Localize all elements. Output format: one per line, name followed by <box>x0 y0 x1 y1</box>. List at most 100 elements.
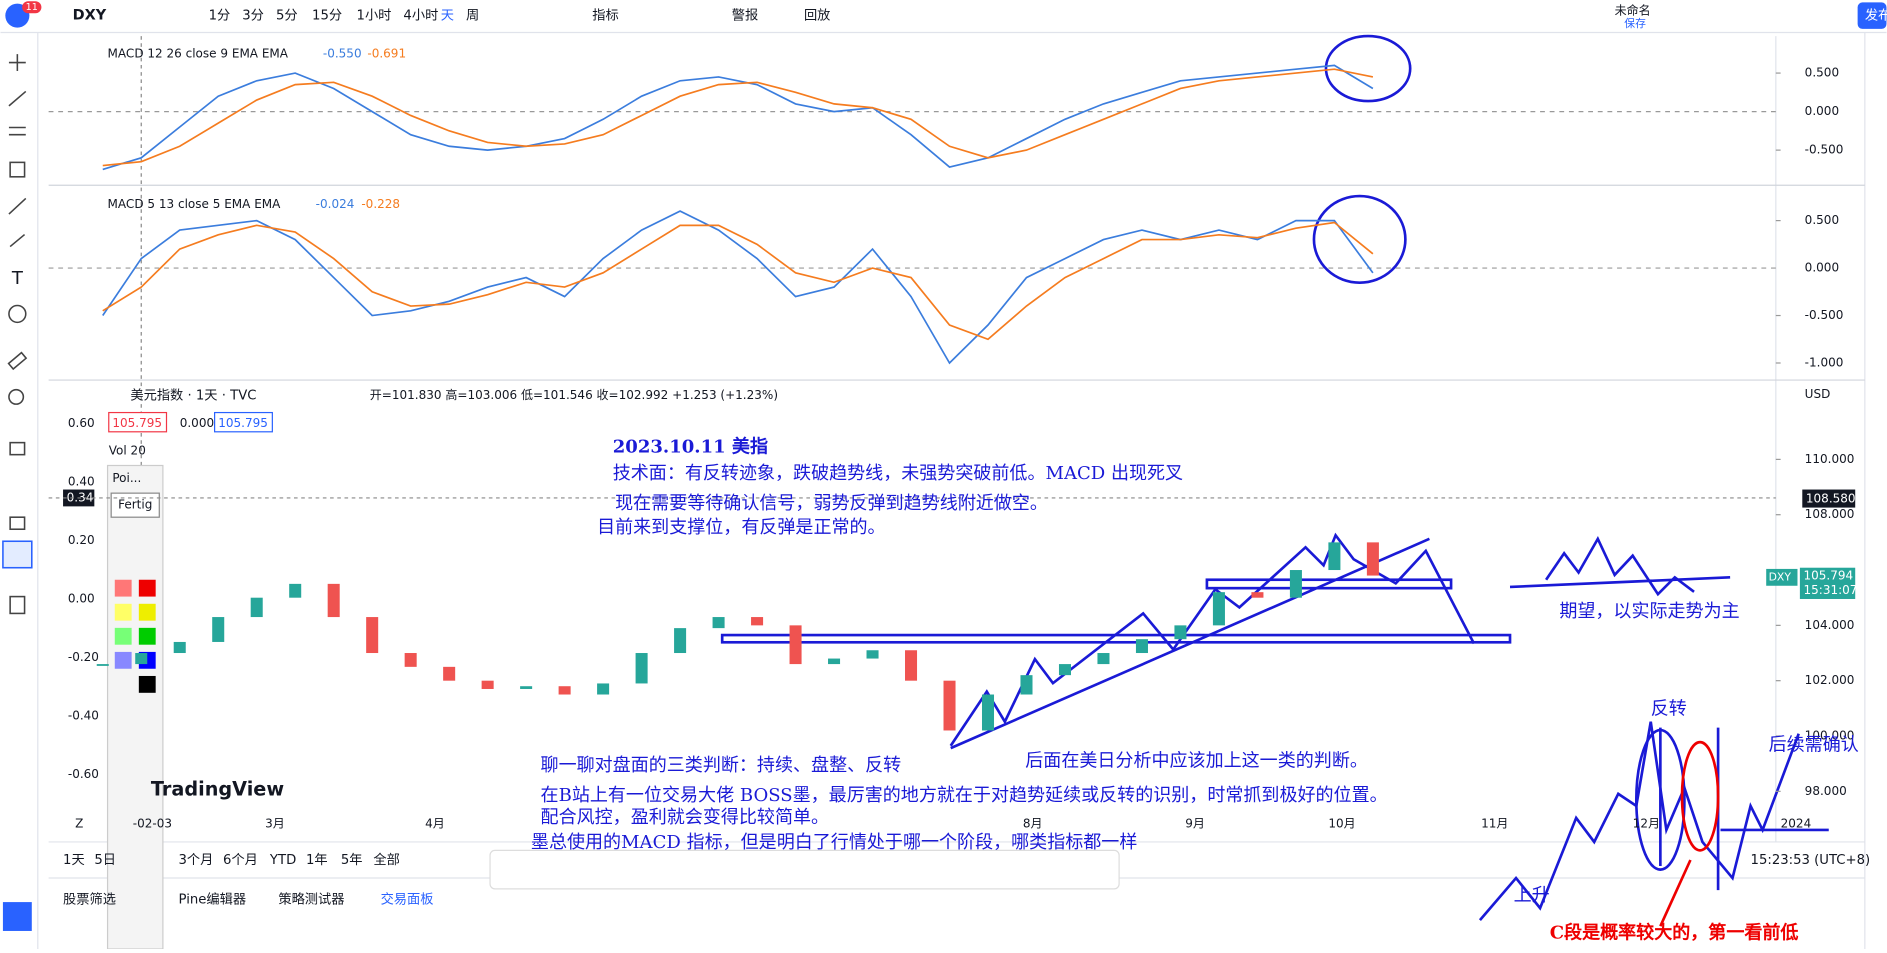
annotation-text: 后续需确认 <box>1769 735 1859 756</box>
range-button[interactable]: 1年 <box>306 852 328 868</box>
x-label: 2024 <box>1781 816 1812 830</box>
interval[interactable]: 1小时 <box>357 8 392 24</box>
last-price-box <box>1799 567 1856 599</box>
candle <box>943 680 956 731</box>
save[interactable]: 保存 <box>1624 16 1646 30</box>
candle <box>289 583 302 598</box>
panel-button[interactable]: Fertig <box>118 498 152 512</box>
ohlc: 开=101.830 高=103.006 低=101.546 收=102.992 … <box>370 387 778 402</box>
readout: -0.228 <box>361 197 400 211</box>
interval[interactable]: 周 <box>466 9 479 24</box>
candle <box>1058 664 1071 676</box>
candle <box>981 694 995 731</box>
alert[interactable]: 警报 <box>732 8 758 24</box>
candle <box>96 664 109 666</box>
range-button[interactable]: 6个月 <box>223 852 258 868</box>
symbol[interactable]: DXY <box>73 8 107 24</box>
candle <box>905 650 918 681</box>
y2-tick-label: 0.00 <box>68 592 95 606</box>
range-button[interactable]: 1天 <box>63 853 85 868</box>
symbol-tag-box <box>1766 568 1798 586</box>
interval[interactable]: 天 <box>441 9 454 24</box>
macd-line <box>102 210 1374 365</box>
bottom-tab[interactable]: Pine编辑器 <box>179 892 247 908</box>
candle <box>558 686 571 695</box>
badge <box>22 1 42 14</box>
layout-name[interactable]: 未命名 <box>1615 2 1651 17</box>
x-label: 12月 <box>1633 816 1660 830</box>
bottom-tab[interactable]: 策略测试器 <box>278 891 344 908</box>
candle <box>1212 592 1225 626</box>
indicator-title: MACD 5 13 close 5 EMA EMA <box>108 197 282 211</box>
y2-tick-label: 0.40 <box>68 474 95 488</box>
interval[interactable]: 15分 <box>312 8 342 24</box>
x-label: 8月 <box>1023 816 1043 830</box>
macd-line <box>102 64 1374 171</box>
svg-text:T: T <box>11 268 24 289</box>
y-tick-label: 102.000 <box>1805 673 1855 687</box>
publish[interactable]: 发布 <box>1865 8 1887 24</box>
palette[interactable] <box>114 579 156 693</box>
price-box-text: 105.795 <box>112 416 162 430</box>
candle <box>674 628 687 654</box>
logo: TradingView <box>151 778 284 801</box>
indicators[interactable]: 指标 <box>592 8 618 24</box>
price-box-text: 105.795 <box>218 416 268 430</box>
x-label: -02-03 <box>133 816 172 830</box>
annotation-text: 墨总使用的MACD 指标，但是明白了行情处于哪一个阶段，哪类指标都一样 <box>531 832 1137 853</box>
left-tools[interactable]: T <box>2 54 33 931</box>
price-box-text: 0.000 <box>180 416 214 430</box>
y2-tick-label: 0.60 <box>68 416 95 430</box>
y-tick-label: 110.000 <box>1805 452 1855 466</box>
range-button[interactable]: 5年 <box>341 852 363 868</box>
macd-line <box>102 221 1374 341</box>
range-button[interactable]: 3个月 <box>179 852 214 868</box>
x-label: 10月 <box>1328 816 1355 830</box>
annotation-text: 后面在美日分析中应该加上这一类的判断。 <box>1025 750 1368 771</box>
y2-tick-label: -0.40 <box>68 709 99 723</box>
replay[interactable]: 回放 <box>804 8 830 24</box>
candle <box>250 597 263 618</box>
y-tick-label: -1.000 <box>1805 355 1844 369</box>
bottom-tab[interactable]: 交易面板 <box>381 891 434 908</box>
range-button[interactable]: YTD <box>269 853 296 868</box>
candle <box>366 617 379 654</box>
currency[interactable]: USD <box>1805 387 1831 401</box>
annotation-text: 技术面：有反转迹象，跌破趋势线，未强势突破前低。MACD 出现死叉 <box>613 463 1183 484</box>
candle <box>327 583 340 618</box>
interval[interactable]: 3分 <box>242 8 264 24</box>
interval[interactable]: 1分 <box>209 8 231 24</box>
y-tick-label: 108.000 <box>1805 507 1855 521</box>
y-tick-label: 104.000 <box>1805 618 1855 632</box>
bottom-tab[interactable]: 股票筛选 <box>63 892 116 908</box>
annotation-text: 期望，以实际走势为主 <box>1559 601 1739 622</box>
y-tick-label: 98.000 <box>1805 784 1847 798</box>
countdown: 15:31:07 <box>1803 583 1857 597</box>
crosshair-price: 108.580 <box>1806 492 1856 506</box>
range-button[interactable]: 5日 <box>94 853 116 868</box>
readout: -0.550 <box>323 47 362 61</box>
range-button[interactable]: 全部 <box>373 851 399 868</box>
candle <box>712 617 725 629</box>
annotation-text: 目前来到支撑位，有反弹是正常的。 <box>597 517 886 538</box>
candle <box>789 625 802 665</box>
clock: 15:23:53 (UTC+8) <box>1751 853 1871 868</box>
annotation-text: 2023.10.11 美指 <box>613 435 768 457</box>
candle <box>1289 570 1302 598</box>
price-box <box>176 412 210 432</box>
draw-toolbar[interactable] <box>489 849 1120 890</box>
price-box <box>214 411 273 433</box>
candle <box>828 658 841 665</box>
x-label: 11月 <box>1481 816 1508 830</box>
candle <box>135 653 148 665</box>
interval[interactable]: 5分 <box>276 8 298 24</box>
interval[interactable]: 4小时 <box>403 8 438 24</box>
annotation-text: 上升 <box>1514 885 1550 906</box>
x-label: Z <box>75 816 83 830</box>
readout: -0.024 <box>316 197 355 211</box>
annotation-text: 现在需要等待确认信号，弱势反弹到趋势线附近做空。 <box>615 493 1048 514</box>
indicator-title: MACD 12 26 close 9 EMA EMA <box>108 47 289 61</box>
candle <box>1328 542 1341 571</box>
symbol-tag: DXY <box>1769 570 1792 583</box>
candle <box>443 666 456 681</box>
